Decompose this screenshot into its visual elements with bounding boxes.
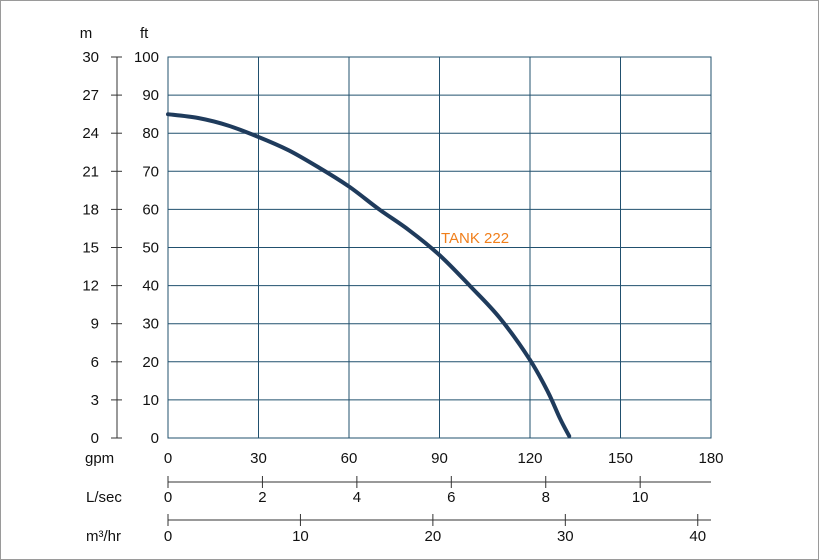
- m-unit-label: m: [80, 25, 93, 42]
- m3hr-tick-label: 40: [689, 528, 706, 545]
- ft-tick-label: 0: [151, 430, 159, 447]
- m-tick-label: 24: [82, 125, 99, 142]
- gpm-tick-label: 0: [164, 450, 172, 467]
- lsec-tick-label: 2: [258, 489, 266, 506]
- gpm-tick-label: 120: [517, 450, 542, 467]
- gpm-tick-label: 180: [698, 450, 723, 467]
- gpm-tick-label: 30: [250, 450, 267, 467]
- series-label-tank-222: TANK 222: [441, 230, 509, 247]
- ft-tick-label: 40: [142, 278, 159, 295]
- ft-tick-label: 80: [142, 125, 159, 142]
- x-axis-gpm: 0 30 60 90 120 150 180: [164, 450, 724, 467]
- m3hr-tick-label: 20: [425, 528, 442, 545]
- lsec-tick-label: 6: [447, 489, 455, 506]
- m-tick-label: 15: [82, 240, 99, 257]
- m3hr-tick-label: 0: [164, 528, 172, 545]
- ft-tick-label: 10: [142, 392, 159, 409]
- m-tick-label: 9: [91, 316, 99, 333]
- ft-tick-label: 70: [142, 163, 159, 180]
- gpm-tick-label: 90: [431, 450, 448, 467]
- m-tick-label: 3: [91, 392, 99, 409]
- ft-tick-label: 90: [142, 87, 159, 104]
- m-tick-label: 0: [91, 430, 99, 447]
- m-tick-label: 27: [82, 87, 99, 104]
- gpm-unit-label: gpm: [85, 450, 114, 467]
- series-line-tank-222: [166, 112, 572, 439]
- lsec-unit-label: L/sec: [86, 489, 122, 506]
- ft-tick-label: 100: [134, 49, 159, 66]
- m-tick-label: 30: [82, 49, 99, 66]
- ft-tick-label: 30: [142, 316, 159, 333]
- lsec-tick-label: 0: [164, 489, 172, 506]
- gpm-tick-label: 60: [341, 450, 358, 467]
- m3hr-tick-label: 30: [557, 528, 574, 545]
- m-tick-label: 12: [82, 278, 99, 295]
- lsec-tick-label: 8: [542, 489, 550, 506]
- x-axis-m3hr: 0 10 20 30 40: [164, 514, 711, 545]
- y-axis-ft: 0 10 20 30 40 50 60 70 80 90 100: [134, 49, 159, 447]
- m-tick-label: 21: [82, 163, 99, 180]
- lsec-tick-label: 4: [353, 489, 361, 506]
- y-axis-m: 0 3 6 9 12 15 18 21 24 27 30: [82, 49, 122, 447]
- ft-tick-label: 60: [142, 201, 159, 218]
- ft-unit-label: ft: [140, 25, 149, 42]
- ft-tick-label: 20: [142, 354, 159, 371]
- m3hr-unit-label: m³/hr: [86, 528, 121, 545]
- m3hr-tick-label: 10: [292, 528, 309, 545]
- lsec-tick-label: 10: [632, 489, 649, 506]
- m-tick-label: 18: [82, 201, 99, 218]
- grid: [167, 56, 712, 439]
- ft-tick-label: 50: [142, 240, 159, 257]
- x-axis-lsec: 0 2 4 6 8 10: [164, 476, 711, 506]
- gpm-tick-label: 150: [608, 450, 633, 467]
- m-tick-label: 6: [91, 354, 99, 371]
